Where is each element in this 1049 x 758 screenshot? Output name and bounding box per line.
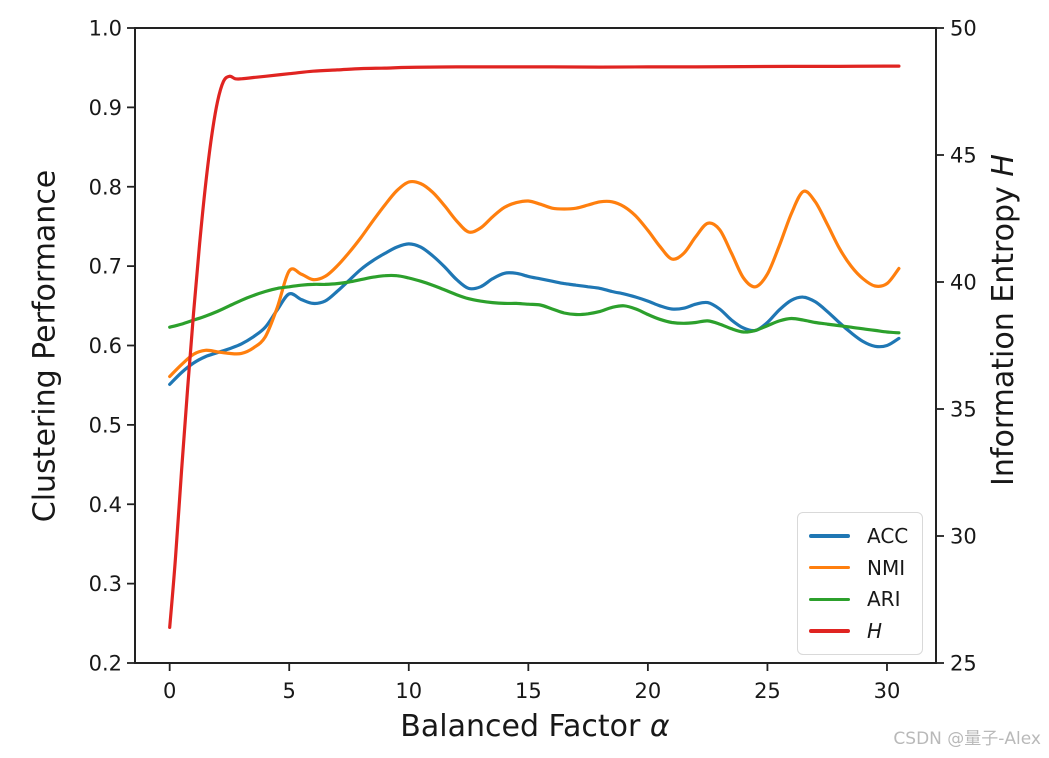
series-line-h [168,64,901,629]
x-tick-label: 15 [515,679,542,703]
series-line-acc [168,242,901,386]
y-right-tick-label: 25 [950,652,977,676]
y-axis-label-right-text: Information Entropy [986,177,1021,486]
axes-layer: 0 5 10 15 20 25 30 0.2 0.3 0.4 0.5 0.6 0.7 0.8 0.9 1.0 2… [89,17,977,704]
y-right-tick-label: 30 [950,525,977,549]
y-left-tick-label: 0.9 [89,96,122,120]
y-axis-label-right-symbol: H [986,154,1021,177]
x-axis-label: Balanced Factor α [400,709,670,744]
y-axis-label-right: Information Entropy H [986,154,1021,486]
x-tick-label: 25 [754,679,781,703]
y-left-tick-label: 0.5 [89,413,122,437]
x-tick-label: 20 [635,679,662,703]
legend-label-nmi: NMI [867,555,906,580]
y-left-tick-label: 1.0 [89,17,122,41]
legend-label-h: H [867,619,883,644]
legend-item-acc: ACC [809,526,922,546]
y-right-tick-label: 45 [950,144,977,168]
legend-swatch-ari [809,597,850,602]
legend-swatch-nmi [809,565,850,570]
series-line-nmi [168,179,901,379]
legend-item-ari: ARI [809,589,922,609]
y-right-tick-label: 40 [950,271,977,295]
y-left-tick-label: 0.2 [89,652,122,676]
legend-label-acc: ACC [867,523,909,548]
x-tick-label: 5 [283,679,296,703]
x-axis-label-text: Balanced Factor [400,709,650,744]
x-tick-label: 0 [163,679,176,703]
legend-swatch-h [809,629,850,633]
y-left-tick-label: 0.3 [89,572,122,596]
x-tick-label: 10 [395,679,422,703]
legend-item-nmi: NMI [809,558,922,578]
x-tick-label: 30 [874,679,901,703]
series-layer [168,64,901,629]
y-axis-label-left: Clustering Performance [28,170,63,523]
legend-swatch-acc [809,534,850,538]
y-right-tick-label: 50 [950,17,977,41]
legend-label-ari: ARI [867,587,901,612]
watermark: CSDN @量子-Alex [893,729,1041,749]
y-left-tick-label: 0.8 [89,175,122,199]
y-left-tick-label: 0.4 [89,493,122,517]
y-left-tick-label: 0.6 [89,334,122,358]
y-right-tick-label: 35 [950,398,977,422]
x-axis-label-symbol: α [650,709,670,744]
y-left-tick-label: 0.7 [89,255,122,279]
legend-item-h: H [809,621,922,641]
legend: ACC NMI ARI H [797,512,923,655]
series-line-ari [168,273,901,335]
